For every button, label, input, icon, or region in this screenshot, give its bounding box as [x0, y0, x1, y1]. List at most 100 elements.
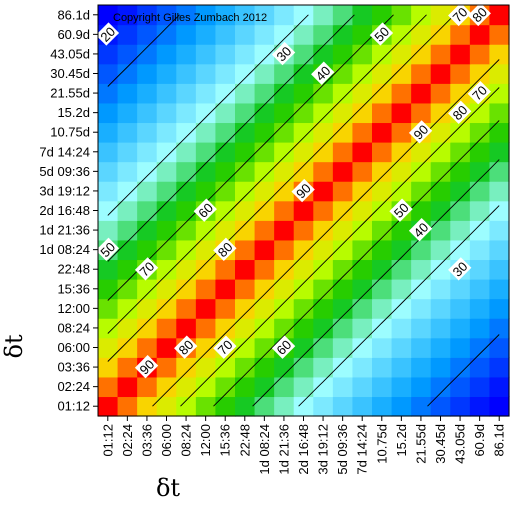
heatmap-cell: [411, 83, 432, 104]
heatmap-cell: [469, 102, 491, 124]
heatmap-cell: [235, 279, 256, 300]
heatmap-cell: [235, 396, 256, 417]
heatmap-cell: [254, 83, 275, 104]
heatmap-cell: [372, 396, 393, 417]
heatmap-cell: [195, 181, 217, 202]
heatmap-cell: [274, 181, 295, 202]
heatmap-cell: [195, 259, 217, 280]
heatmap-cell: [352, 279, 373, 300]
heatmap-cell: [254, 102, 275, 124]
heatmap-cell: [235, 318, 256, 339]
heatmap-cell: [274, 318, 295, 339]
heatmap-cell: [176, 396, 197, 417]
heatmap-cell: [313, 396, 334, 417]
heatmap-cell: [195, 396, 217, 417]
x-tick-label: 15:36: [218, 424, 233, 457]
heatmap-cell: [254, 337, 275, 358]
heatmap-cell: [430, 337, 451, 358]
heatmap-cell: [274, 357, 295, 378]
heatmap-cell: [352, 142, 373, 163]
x-tick-label: 06:00: [159, 424, 174, 457]
heatmap-cell: [489, 83, 510, 104]
heatmap-cell: [235, 83, 256, 104]
heatmap-cell: [98, 83, 119, 104]
y-tick-label: 08:24: [57, 320, 90, 335]
heatmap-cell: [156, 318, 177, 339]
heatmap-cell: [254, 357, 275, 378]
heatmap-cell: [430, 396, 451, 417]
heatmap-cell: [450, 44, 471, 65]
heatmap-cell: [156, 239, 177, 261]
heatmap-cell: [489, 161, 510, 182]
heatmap-cell: [235, 122, 256, 143]
contour-label: 90: [408, 120, 433, 144]
y-tick-label: 10.75d: [50, 125, 90, 140]
heatmap-cell: [469, 181, 491, 202]
heatmap-cell: [195, 220, 217, 241]
x-tick-label: 60.9d: [472, 424, 487, 457]
heatmap-cell: [215, 318, 236, 339]
heatmap-cell: [293, 396, 314, 417]
x-tick-label: 01:12: [100, 424, 115, 457]
contour-label: 70: [448, 2, 472, 27]
heatmap-cell: [411, 259, 432, 280]
heatmap-cell: [391, 122, 412, 143]
heatmap-cell: [137, 44, 158, 65]
heatmap-cell: [489, 24, 510, 45]
contour-line: [107, 14, 500, 407]
heatmap-cell: [391, 83, 412, 104]
heatmap-cell: [293, 279, 314, 300]
heatmap-cell: [469, 161, 491, 182]
x-tick-labels: 01:12 02:24 03:36 06:00 08:24 12:00 15:36 22:48…: [100, 416, 507, 475]
heatmap-cell: [352, 5, 373, 26]
y-tick-label: 15.2d: [57, 105, 90, 120]
heatmap-cell: [332, 181, 354, 202]
heatmap-cell: [352, 396, 373, 417]
heatmap-cell: [469, 376, 491, 398]
heatmap-cell: [450, 24, 471, 45]
heatmap-cell: [411, 24, 432, 45]
heatmap-cell: [215, 298, 236, 319]
y-tick-label: 86.1d: [57, 7, 90, 22]
heatmap-cell: [254, 200, 275, 221]
heatmap-cell: [450, 279, 471, 300]
heatmap-cell: [195, 298, 217, 319]
y-tick-label: 7d 14:24: [39, 144, 90, 159]
heatmap-cell: [372, 200, 393, 221]
heatmap-cell: [156, 142, 177, 163]
contour-label: 70: [213, 335, 237, 359]
heatmap-cell: [215, 200, 236, 221]
y-tick-label: 15:36: [57, 281, 90, 296]
heatmap-cell: [411, 376, 432, 398]
heatmap-cell: [469, 220, 491, 241]
heatmap-cell: [98, 396, 119, 417]
contour-label: 60: [271, 335, 296, 359]
heatmap-cell: [254, 161, 275, 182]
heatmap-cell: [293, 337, 314, 358]
contour-label: 60: [193, 198, 217, 222]
heatmap-cell: [293, 63, 314, 84]
heatmap-cell: [411, 44, 432, 65]
heatmap-cell: [176, 161, 197, 182]
heatmap-cell: [137, 83, 158, 104]
heatmap-cell: [372, 279, 393, 300]
heatmap-cell: [489, 44, 510, 65]
heatmap-cell: [274, 239, 295, 261]
heatmap-cell: [195, 142, 217, 163]
x-tick-label: 02:24: [120, 424, 135, 457]
heatmap-cell: [235, 200, 256, 221]
heatmap-cell: [391, 5, 412, 26]
heatmap-cell: [372, 259, 393, 280]
heatmap-cell: [195, 239, 217, 261]
heatmap-cell: [137, 318, 158, 339]
heatmap-cell: [156, 279, 177, 300]
heatmap-cell: [489, 259, 510, 280]
heatmap-cell: [274, 279, 295, 300]
heatmap-cell: [195, 102, 217, 124]
heatmap-cell: [117, 318, 138, 339]
heatmap-cell: [235, 181, 256, 202]
contour-label: 50: [389, 198, 413, 222]
heatmap-cell: [391, 337, 412, 358]
heatmap-cell: [235, 298, 256, 319]
heatmap-cell: [313, 102, 334, 124]
